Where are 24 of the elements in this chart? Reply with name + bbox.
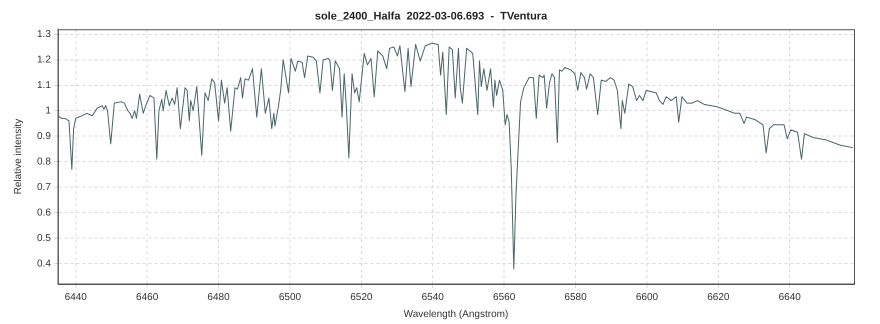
y-tick-label: 1.3: [36, 29, 52, 40]
x-tick-label: 6520: [350, 292, 373, 303]
y-tick-label: 0.8: [36, 156, 52, 168]
y-axis-title: Relative intensity: [12, 118, 24, 194]
x-tick-label: 6460: [136, 292, 159, 303]
chart-title: sole_2400_Halfa 2022-03-06.693 - TVentura: [314, 10, 548, 23]
y-tick-label: 1.1: [36, 80, 52, 92]
y-tick-label: 1: [45, 105, 52, 116]
x-tick-label: 6640: [778, 292, 802, 303]
x-tick-label: 6600: [636, 292, 659, 303]
x-tick-label: 6500: [278, 292, 302, 303]
x-tick-label: 6560: [493, 292, 516, 303]
y-tick-label: 1.2: [36, 54, 52, 66]
y-tick-label: 0.6: [36, 207, 52, 218]
x-axis-title: Wavelength (Angstrom): [404, 308, 508, 320]
y-tick-label: 0.9: [36, 130, 52, 142]
x-tick-label: 6580: [564, 292, 588, 303]
y-tick-label: 0.5: [36, 232, 52, 244]
x-tick-label: 6440: [64, 292, 88, 303]
x-tick-label: 6620: [707, 292, 730, 303]
y-tick-label: 0.7: [36, 182, 52, 193]
x-tick-label: 6540: [422, 292, 444, 303]
y-tick-label: 0.4: [36, 258, 52, 270]
x-tick-label: 6480: [207, 292, 230, 303]
